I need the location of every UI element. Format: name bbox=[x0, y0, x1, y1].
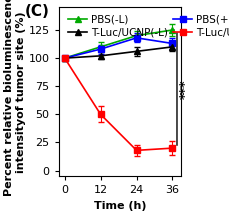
Text: ***: *** bbox=[178, 79, 191, 99]
Legend: PBS(-L), T-Luc/UCNP(-L), PBS(+L), T-Luc/UCNP(+L): PBS(-L), T-Luc/UCNP(-L), PBS(+L), T-Luc/… bbox=[66, 13, 229, 40]
Y-axis label: Percent relative bioluminescence
intensityof tumor site (%): Percent relative bioluminescence intensi… bbox=[4, 0, 26, 196]
X-axis label: Time (h): Time (h) bbox=[93, 201, 146, 211]
Text: (C): (C) bbox=[24, 4, 49, 19]
